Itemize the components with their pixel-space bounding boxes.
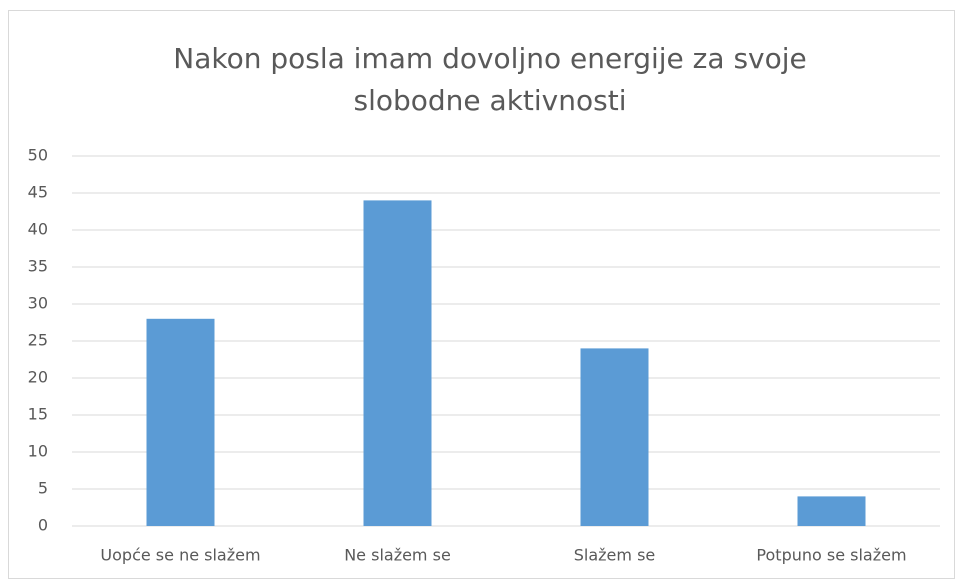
- y-tick-label: 20: [28, 368, 48, 387]
- bar: [580, 348, 649, 526]
- y-tick-label: 15: [28, 405, 48, 424]
- bar: [797, 496, 866, 526]
- y-tick-label: 35: [28, 257, 48, 276]
- bar: [363, 200, 432, 526]
- y-tick-label: 10: [28, 442, 48, 461]
- y-tick-label: 40: [28, 220, 48, 239]
- bar: [146, 318, 215, 526]
- chart-frame: [8, 10, 955, 579]
- y-tick-label: 25: [28, 331, 48, 350]
- y-tick-label: 0: [38, 516, 48, 535]
- y-tick-label: 45: [28, 183, 48, 202]
- y-tick-label: 5: [38, 479, 48, 498]
- x-tick-label: Ne slažem se: [344, 546, 451, 565]
- y-tick-label: 50: [28, 146, 48, 165]
- x-tick-label: Potpuno se slažem: [756, 546, 906, 565]
- x-tick-label: Uopće se ne slažem: [100, 546, 260, 565]
- chart-title: Nakon posla imam dovoljno energije za sv…: [173, 42, 807, 117]
- x-tick-label: Slažem se: [574, 546, 656, 565]
- y-tick-label: 30: [28, 294, 48, 313]
